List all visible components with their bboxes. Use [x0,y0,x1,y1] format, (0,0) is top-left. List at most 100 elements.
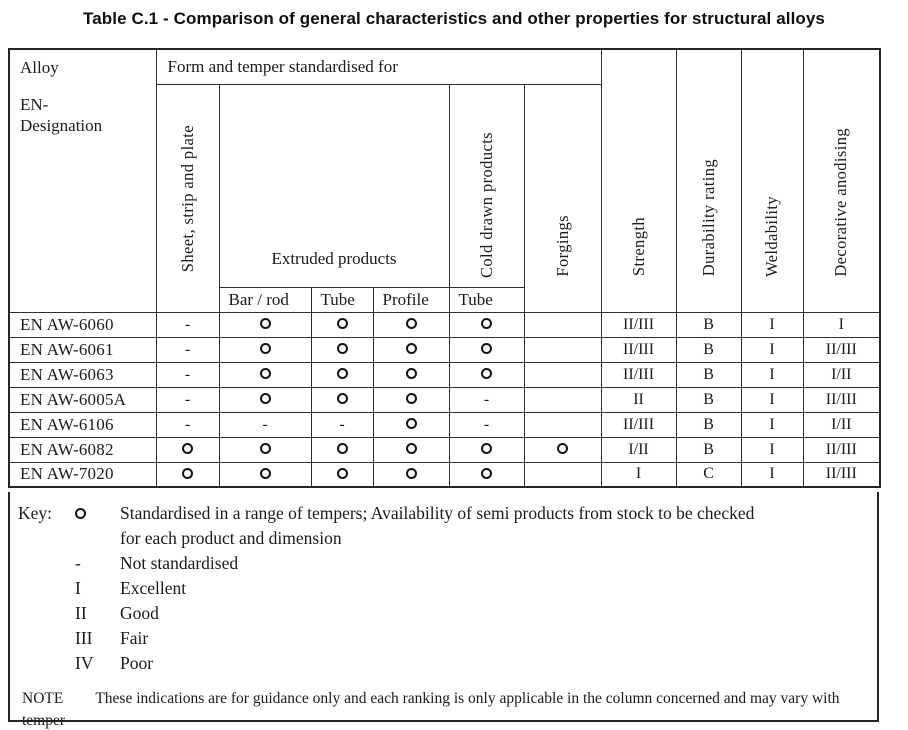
standardised-circle-symbol [259,443,271,455]
value-cell [523,436,602,463]
standardised-circle-symbol [481,468,492,480]
anodising-label: Decorative anodising [831,127,851,277]
key-item-continuation: for each product and dimension [18,526,867,551]
standardised-circle-symbol [405,393,417,405]
value-cell: II/III [600,411,677,438]
value-cell [523,361,602,388]
key-item: III Fair [18,626,867,651]
value-cell: II/III [600,336,677,363]
key-item-label [18,576,68,601]
form-temper-header: Form and temper standardised for [155,48,602,85]
key-item-symbol: I [75,578,81,598]
table-row: EN AW-6005A - - II B I II/III [8,386,881,413]
value-cell: B [675,411,742,438]
cold-drawn-column-header: Cold drawn products [448,83,525,288]
value-cell [372,386,450,413]
key-item-symbol: III [75,628,93,648]
value-cell: - [448,411,525,438]
value-cell [523,311,602,338]
value-cell: I/II [802,411,881,438]
value-cell: - [155,361,220,388]
key-item-label [18,601,68,626]
standardised-circle-symbol [481,368,492,380]
value-cell [523,336,602,363]
standardised-circle-symbol [259,318,271,330]
table-row: EN AW-6106- - - - II/III B I I/II [8,411,881,438]
alloy-designation-header: Alloy EN- Designation [8,48,157,313]
standardised-circle-symbol [336,443,348,455]
alloy-name-cell: EN AW-6005A [8,386,157,413]
value-cell [310,461,374,488]
value-cell: I [740,311,804,338]
key-item-symbol: - [75,553,81,573]
standardised-circle-symbol [259,393,271,405]
key-item-text: Poor [120,653,154,673]
standardised-circle-symbol [336,368,348,380]
value-cell [448,336,525,363]
weldability-label: Weldability [762,195,782,277]
en-designation-line2: Designation [20,116,103,135]
key-item-symbol: II [75,603,87,623]
table-row: EN AW-6060- II/III B I I [8,311,881,338]
note-text-line2: temper [22,712,66,729]
key-item: IV Poor [18,651,867,676]
value-cell: - [155,336,220,363]
value-cell: I [600,461,677,488]
key-item-text-line2: for each product and dimension [120,528,342,548]
value-cell: II/III [802,336,881,363]
value-cell [218,436,312,463]
value-cell [372,336,450,363]
value-cell: I [740,361,804,388]
note-paragraph: NOTE These indications are for guidance o… [18,688,867,730]
standardised-circle-symbol [481,343,492,355]
standardised-circle-symbol [336,343,348,355]
standardised-circle-symbol [259,468,271,480]
sheet-column-header: Sheet, strip and plate [155,83,220,313]
anodising-column-header: Decorative anodising [802,48,881,313]
key-item-label [18,626,68,651]
key-section: Key: Standardised in a range of tempers; … [8,492,879,729]
extruded-tube-subheader: Tube [310,286,374,313]
value-cell: - [155,411,220,438]
value-cell: B [675,386,742,413]
standardised-circle-symbol [75,507,86,519]
value-cell: I [802,311,881,338]
value-cell [372,311,450,338]
bar-rod-subheader: Bar / rod [218,286,312,313]
value-cell: - [218,411,312,438]
value-cell: B [675,311,742,338]
value-cell [310,361,374,388]
value-cell [448,436,525,463]
value-cell: - [448,386,525,413]
durability-label: Durability rating [698,159,718,277]
value-cell [218,386,312,413]
sheet-label: Sheet, strip and plate [177,125,197,273]
value-cell [523,461,602,488]
value-cell [523,411,602,438]
standardised-circle-symbol [336,468,348,480]
standardised-circle-symbol [405,468,417,480]
value-cell: I [740,336,804,363]
key-item-text: Standardised in a range of tempers; Avai… [120,503,755,523]
alloy-name-cell: EN AW-6060 [8,311,157,338]
key-item-text: Fair [120,628,149,648]
key-item: II Good [18,601,867,626]
alloy-name-cell: EN AW-6106 [8,411,157,438]
table-row: EN AW-6063- II/III B I I/II [8,361,881,388]
en-designation-line1: EN- [20,95,49,114]
value-cell: II/III [802,436,881,463]
value-cell [310,336,374,363]
alloy-name-cell: EN AW-7020 [8,461,157,488]
standardised-circle-symbol [481,443,492,455]
value-cell: I [740,411,804,438]
standardised-circle-symbol [259,368,271,380]
value-cell: C [675,461,742,488]
table-row: EN AW-7020 I C I II/III [8,461,881,488]
cold-drawn-tube-subheader: Tube [448,286,525,313]
value-cell [310,436,374,463]
value-cell: II/III [600,361,677,388]
value-cell: - [155,386,220,413]
value-cell: B [675,336,742,363]
key-item-text: Good [120,603,159,623]
